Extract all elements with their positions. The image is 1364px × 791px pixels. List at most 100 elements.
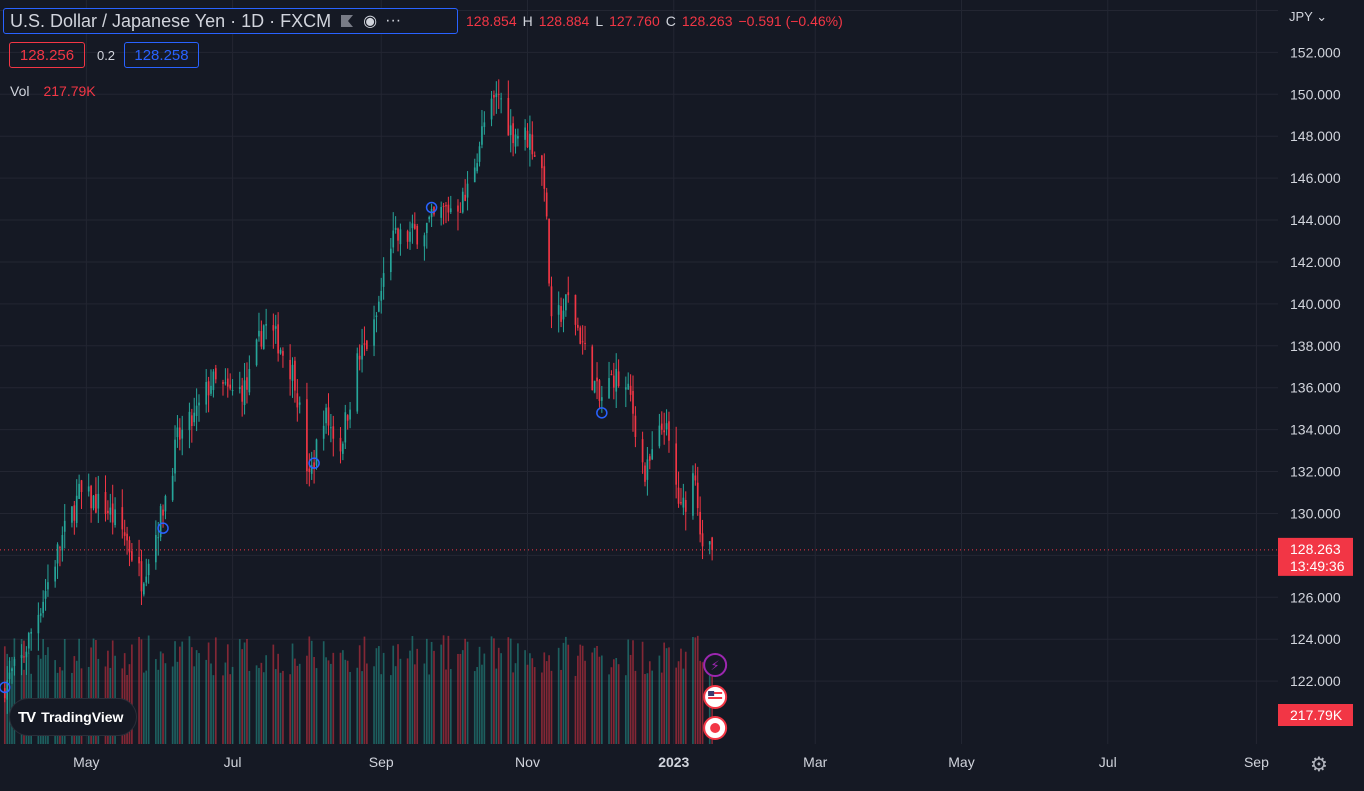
symbol-legend[interactable]: U.S. Dollar / Japanese Yen · 1D · FXCM ◉… (3, 8, 458, 34)
volume-bar (349, 671, 351, 744)
volume-legend[interactable]: Vol 217.79K (10, 83, 96, 99)
candle-body (711, 537, 713, 550)
volume-bar (495, 668, 498, 744)
candle-body (668, 421, 670, 441)
candle-body (677, 487, 680, 504)
chevron-down-icon: ⌄ (1316, 9, 1328, 24)
eye-icon[interactable]: ◉ (363, 13, 378, 30)
volume-bar (692, 637, 694, 744)
volume-bar (63, 639, 66, 744)
flag-icon[interactable] (339, 14, 355, 28)
candle-body (612, 375, 615, 388)
x-tick-label: Nov (515, 754, 540, 770)
candle-body (577, 324, 579, 328)
candle-body (308, 468, 311, 473)
volume-bar (246, 639, 248, 744)
candle-body (207, 381, 210, 396)
candle-body (406, 231, 409, 242)
symbol-title[interactable]: U.S. Dollar / Japanese Yen · 1D · FXCM (10, 10, 332, 31)
sell-price-button[interactable]: 128.256 (9, 42, 85, 68)
candle-body (342, 443, 344, 454)
volume-bar (648, 661, 651, 744)
candle-body (178, 427, 181, 440)
volume-bar (140, 639, 143, 744)
candle-body (274, 326, 277, 329)
volume-bar (279, 672, 282, 744)
volume-bar (298, 663, 301, 744)
volume-bar (577, 655, 579, 744)
volume-bar (380, 674, 383, 744)
gear-icon[interactable]: ⚙ (1310, 754, 1328, 776)
volume-bar (382, 652, 385, 744)
volume-bar (243, 642, 246, 744)
candle-body (339, 437, 342, 452)
volume-bar (164, 663, 167, 744)
candle-body (574, 294, 577, 325)
volume-bar (584, 660, 586, 744)
high-label: H (522, 13, 533, 29)
volume-bar (392, 645, 395, 744)
volume-bar (461, 650, 464, 744)
candle-body (59, 547, 61, 549)
candle-body (464, 194, 467, 201)
volume-bar (413, 664, 416, 744)
candle-body (495, 93, 498, 97)
candle-body (56, 544, 59, 564)
volume-bar (159, 651, 162, 744)
volume-bar (476, 666, 478, 744)
candle-body (229, 384, 232, 389)
volume-bar (433, 650, 435, 744)
more-icon[interactable]: ··· (385, 12, 402, 29)
volume-bar (356, 667, 359, 744)
volume-bar (684, 651, 687, 744)
candle-body (493, 94, 495, 98)
candle-body (198, 402, 200, 406)
candle-body (176, 427, 179, 438)
candle-body (282, 351, 284, 356)
volume-bar (617, 664, 620, 744)
candle-body (629, 385, 632, 395)
volume-bar (315, 668, 318, 744)
us-flag-canton (708, 691, 715, 696)
buy-price-button[interactable]: 128.258 (124, 42, 199, 68)
y-tick-label: 150.000 (1290, 86, 1341, 102)
candle-body (39, 613, 42, 616)
candle-body (648, 456, 651, 461)
y-tick-label: 142.000 (1290, 254, 1341, 270)
currency-selector[interactable]: JPY ⌄ (1289, 9, 1327, 25)
volume-bar (224, 662, 227, 744)
volume-bar (322, 641, 325, 744)
grid (0, 0, 1278, 744)
candle-body (226, 378, 229, 387)
volume-bar (190, 647, 193, 744)
tradingview-logo[interactable]: TV TradingView (9, 698, 137, 736)
volume-bar (574, 675, 577, 744)
candle-body (600, 397, 603, 401)
candle-body (313, 462, 315, 469)
candle-body (63, 520, 66, 532)
candle-body (526, 130, 529, 148)
candle-body (541, 155, 543, 169)
volume-bar (457, 653, 459, 744)
event-marker (308, 457, 320, 469)
candle-body (593, 380, 596, 393)
volume-bar (205, 659, 208, 744)
volume-bar (346, 660, 349, 744)
volume-bar (529, 653, 531, 744)
volume-bar (188, 636, 191, 744)
y-tick-label: 126.000 (1290, 589, 1341, 605)
volume-bar (708, 674, 711, 744)
volume-bar (543, 652, 546, 744)
volume-bar (675, 667, 678, 744)
candle-body (409, 231, 411, 242)
volume-bar (411, 636, 414, 744)
volume-bar (550, 670, 553, 744)
candle-body (478, 146, 481, 162)
candle-body (514, 134, 517, 147)
candle-body (111, 503, 114, 523)
candle-body (375, 315, 378, 318)
volume-bar (20, 638, 23, 744)
candle-body (509, 125, 512, 136)
